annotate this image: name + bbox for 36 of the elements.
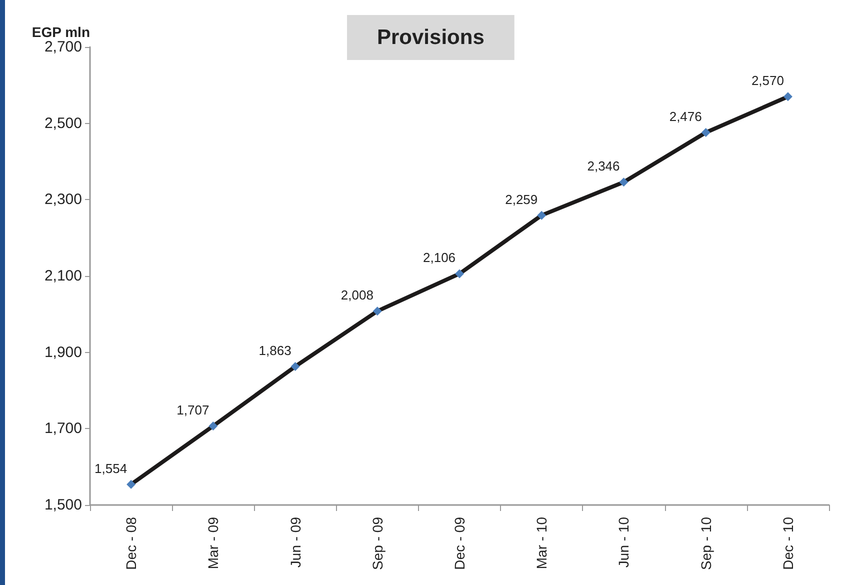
data-label: 1,863 bbox=[258, 342, 292, 358]
chart-title: Provisions bbox=[377, 26, 484, 49]
x-tick-label: Mar - 09 bbox=[205, 516, 222, 570]
y-tick-label: 2,500 bbox=[44, 114, 82, 132]
data-label: 2,346 bbox=[587, 158, 620, 174]
x-tick-label: Jun - 09 bbox=[287, 516, 304, 568]
x-tick-label: Mar - 10 bbox=[534, 516, 550, 570]
point bbox=[290, 362, 300, 371]
data-label: 2,008 bbox=[340, 288, 374, 303]
point bbox=[537, 210, 546, 220]
y-tick-label: 2,100 bbox=[44, 268, 82, 284]
data-label: 2,259 bbox=[505, 192, 538, 207]
data-label: 2,106 bbox=[423, 250, 456, 266]
x-tick-label: Dec - 08 bbox=[123, 516, 140, 570]
y-tick-label: 2,700 bbox=[44, 38, 82, 56]
y-tick-label: 1,700 bbox=[44, 420, 82, 438]
point bbox=[126, 480, 136, 489]
data-label: 1,554 bbox=[94, 460, 128, 476]
x-tick-label: Dec - 09 bbox=[452, 516, 468, 570]
point bbox=[701, 128, 710, 137]
y-tick-label: 1,500 bbox=[44, 496, 82, 514]
x-tick-label: Dec - 10 bbox=[780, 516, 796, 570]
y-axis-title: EGP mln bbox=[32, 24, 90, 40]
x-tick-label: Sep - 09 bbox=[369, 516, 386, 570]
y-tick-label: 2,300 bbox=[44, 191, 82, 208]
point bbox=[783, 92, 792, 102]
point bbox=[455, 269, 464, 278]
point bbox=[208, 421, 218, 430]
data-label: 1,707 bbox=[176, 402, 210, 418]
y-tick-label: 1,900 bbox=[44, 344, 82, 361]
x-tick-label: Jun - 10 bbox=[616, 516, 632, 568]
x-tick-label: Sep - 10 bbox=[698, 516, 714, 570]
point bbox=[372, 306, 382, 316]
data-label: 2,570 bbox=[751, 73, 784, 88]
data-label: 2,476 bbox=[669, 108, 702, 124]
point bbox=[619, 178, 628, 187]
